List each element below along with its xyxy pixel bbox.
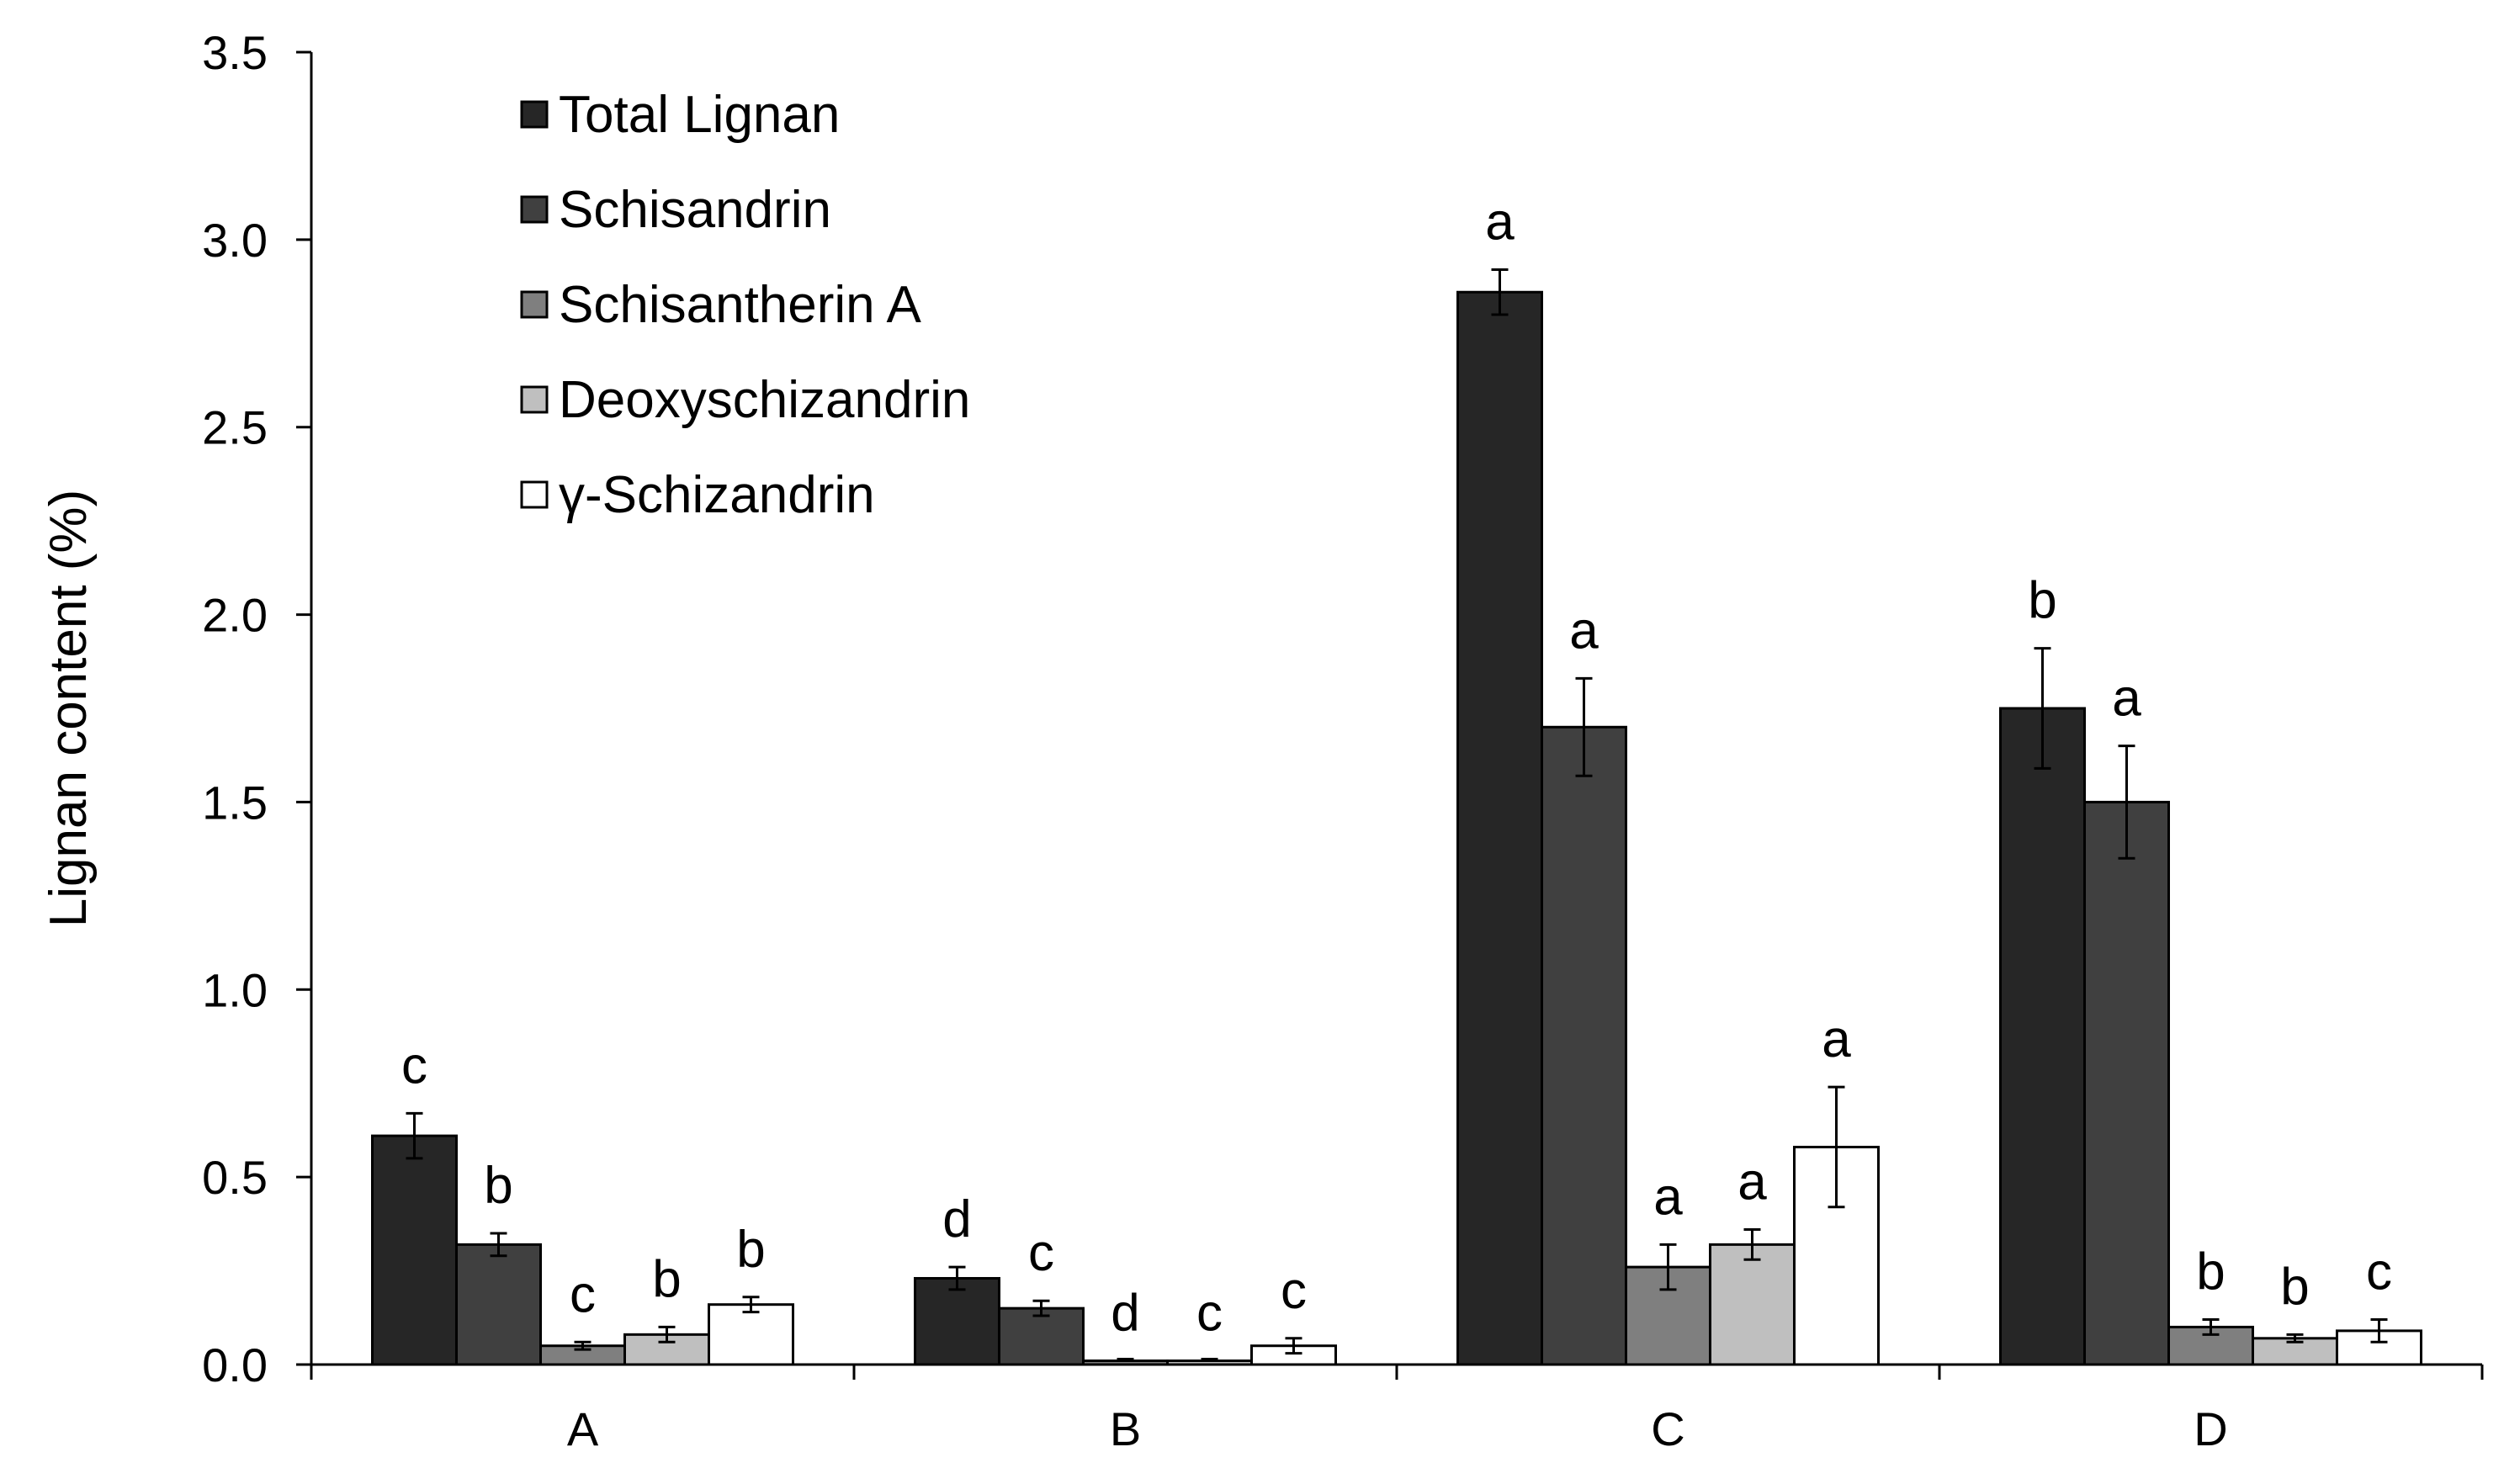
bar-deoxyschizandrin-b	[1166, 1359, 1253, 1366]
x-category-label: D	[2194, 1402, 2227, 1455]
legend-swatch	[520, 290, 549, 319]
significance-label: c	[2366, 1243, 2392, 1301]
y-tick-label: 1.0	[202, 963, 268, 1016]
legend-label: Total Lignan	[559, 86, 840, 144]
y-tick-label: 0.0	[202, 1338, 268, 1391]
significance-label: b	[652, 1250, 681, 1308]
significance-label: a	[2112, 670, 2141, 728]
x-category-label: A	[567, 1402, 599, 1455]
significance-label: c	[1028, 1224, 1054, 1282]
significance-label: a	[1485, 193, 1515, 252]
axes: Lignan content (%) 0.0 0.5 1.0 1.5 2.0 2.5 3.0…	[40, 26, 2484, 1455]
bar-schisandrin-a	[455, 1243, 542, 1366]
y-tick-label: 3.0	[202, 214, 268, 267]
significance-label: a	[1653, 1168, 1683, 1226]
y-tick-label: 0.5	[202, 1151, 268, 1204]
bar--schizandrin-a	[708, 1303, 794, 1366]
bar-total-lignan-d	[1999, 707, 2086, 1366]
legend-label: γ-Schizandrin	[559, 466, 875, 524]
y-tick-label: 1.5	[202, 776, 268, 829]
legend-label: Deoxyschizandrin	[559, 371, 970, 429]
legend: Total Lignan Schisandrin Schisantherin A De…	[520, 86, 970, 524]
y-tick-label: 2.0	[202, 589, 268, 642]
x-category-label: B	[1110, 1402, 1141, 1455]
significance-label: c	[570, 1265, 596, 1323]
bar-total-lignan-c	[1456, 290, 1543, 1366]
bar-schisandrin-b	[998, 1306, 1085, 1366]
legend-label: Schisantherin A	[559, 276, 921, 334]
significance-label: b	[2280, 1258, 2309, 1316]
significance-label: a	[1569, 602, 1599, 660]
significance-label: d	[942, 1190, 971, 1248]
significance-label: c	[1196, 1285, 1223, 1343]
bar-deoxyschizandrin-c	[1709, 1243, 1796, 1366]
legend-label: Schisandrin	[559, 181, 831, 239]
bar-schisantherin-a-b	[1082, 1359, 1169, 1366]
significance-label: c	[401, 1036, 427, 1094]
legend-swatch	[520, 385, 549, 414]
bar-total-lignan-b	[914, 1276, 1000, 1366]
significance-label: b	[2028, 572, 2056, 630]
y-tick-label: 2.5	[202, 401, 268, 454]
bar-schisandrin-d	[2083, 800, 2170, 1366]
x-category-label: C	[1651, 1402, 1684, 1455]
significance-label: a	[1737, 1153, 1767, 1211]
significance-label: b	[484, 1157, 512, 1215]
significance-label: a	[1822, 1010, 1851, 1068]
legend-swatch	[520, 480, 549, 509]
y-tick-label: 3.5	[202, 26, 268, 79]
bar-total-lignan-a	[371, 1134, 458, 1366]
y-axis-title: Lignan content (%)	[40, 490, 98, 927]
bar-schisandrin-c	[1541, 725, 1627, 1366]
significance-label: d	[1111, 1285, 1139, 1343]
legend-swatch	[520, 100, 549, 129]
legend-swatch	[520, 195, 549, 224]
significance-label: c	[1281, 1262, 1307, 1320]
significance-label: b	[2196, 1243, 2225, 1301]
significance-label: b	[736, 1221, 765, 1279]
